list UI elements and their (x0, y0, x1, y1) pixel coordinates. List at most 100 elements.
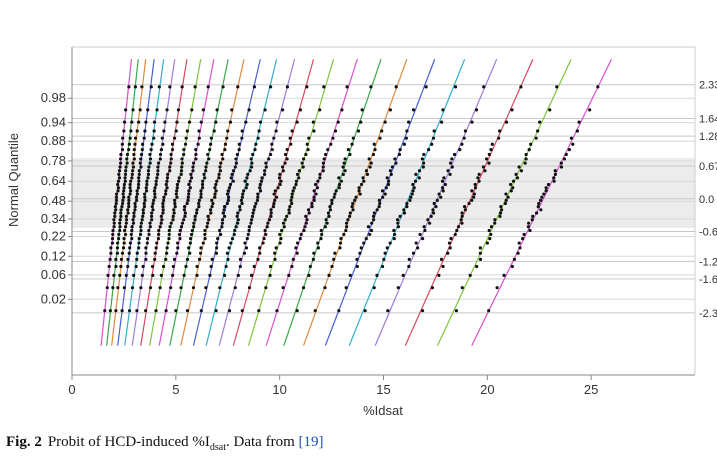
data-point (182, 205, 187, 209)
data-point (490, 142, 494, 146)
data-point (139, 228, 143, 233)
data-point (552, 179, 556, 183)
data-point (165, 251, 169, 255)
data-point (531, 214, 535, 218)
data-point (288, 205, 292, 209)
data-point (350, 205, 354, 209)
data-point (200, 186, 205, 190)
probability-tick-label: 0.48 (41, 193, 66, 208)
data-point (209, 211, 213, 215)
data-point (147, 165, 151, 169)
data-point (497, 136, 501, 140)
probability-tick-label: 0.02 (41, 291, 66, 306)
data-point (306, 148, 310, 152)
series-points (114, 85, 144, 313)
data-point (238, 257, 243, 261)
data-point (185, 201, 189, 206)
data-point (234, 225, 238, 229)
data-point (158, 225, 162, 229)
data-point (176, 246, 180, 250)
data-point (144, 246, 148, 250)
y-axis-title: Normal Quantile (6, 133, 21, 227)
data-point (348, 214, 352, 218)
data-point (159, 148, 164, 152)
data-point (244, 120, 248, 124)
data-point (165, 246, 169, 250)
x-axis-ticks: 0 5 10 15 20 25 (68, 375, 598, 397)
data-point (527, 221, 531, 225)
data-point (130, 286, 135, 290)
data-point (502, 273, 506, 277)
data-point (441, 186, 445, 190)
data-point (542, 192, 546, 196)
data-point (499, 205, 503, 209)
data-point (207, 218, 211, 222)
z-tick-label: -0.67 (699, 227, 717, 239)
data-point (245, 182, 249, 187)
data-point (411, 189, 415, 193)
data-point (460, 286, 464, 290)
citation-link[interactable]: [19] (298, 434, 324, 450)
data-point (137, 246, 141, 250)
data-point (241, 192, 245, 196)
data-point (115, 246, 120, 250)
data-point (127, 198, 131, 202)
data-point (229, 241, 233, 245)
data-point (201, 108, 205, 112)
data-point (474, 108, 479, 112)
data-point (269, 208, 273, 212)
data-point (360, 108, 364, 112)
data-point (429, 214, 433, 218)
data-point (132, 148, 136, 152)
data-point (152, 189, 157, 193)
data-point (137, 120, 141, 124)
data-point (304, 152, 308, 157)
data-point (125, 157, 129, 161)
data-point (133, 201, 137, 206)
data-point (350, 142, 354, 146)
data-point (267, 157, 271, 161)
data-point (247, 286, 252, 290)
data-point (117, 172, 121, 176)
data-point (117, 176, 122, 180)
data-point (179, 172, 183, 176)
data-point (124, 218, 129, 222)
data-point (460, 211, 464, 215)
data-point (188, 251, 192, 255)
data-point (313, 309, 317, 313)
data-point (468, 273, 472, 277)
data-point (426, 218, 430, 222)
data-point (330, 264, 334, 269)
data-point (190, 108, 194, 112)
data-point (133, 85, 138, 89)
probit-chart: 0 5 10 15 20 25 0.020.060.120.220.340.480.640… (6, 46, 717, 418)
data-point (275, 120, 279, 124)
data-point (450, 157, 454, 161)
data-point (254, 142, 258, 146)
data-point (168, 85, 172, 89)
data-point (552, 176, 556, 180)
data-point (231, 179, 235, 183)
data-point (339, 236, 343, 241)
data-point (470, 120, 474, 124)
data-point (172, 208, 176, 212)
data-point (421, 165, 425, 169)
data-point (487, 161, 491, 165)
data-point (114, 208, 118, 212)
data-point (266, 221, 270, 225)
data-point (302, 157, 306, 161)
data-point (121, 192, 125, 196)
data-point (145, 179, 149, 183)
data-point (372, 218, 376, 222)
data-point (214, 120, 218, 124)
data-point (307, 136, 311, 140)
data-point (161, 198, 166, 202)
data-point (267, 218, 272, 222)
data-point (369, 228, 374, 233)
data-point (318, 172, 322, 176)
data-point (348, 273, 352, 277)
data-point (524, 157, 528, 161)
data-point (142, 136, 146, 140)
data-point (135, 192, 139, 196)
data-point (371, 214, 376, 218)
